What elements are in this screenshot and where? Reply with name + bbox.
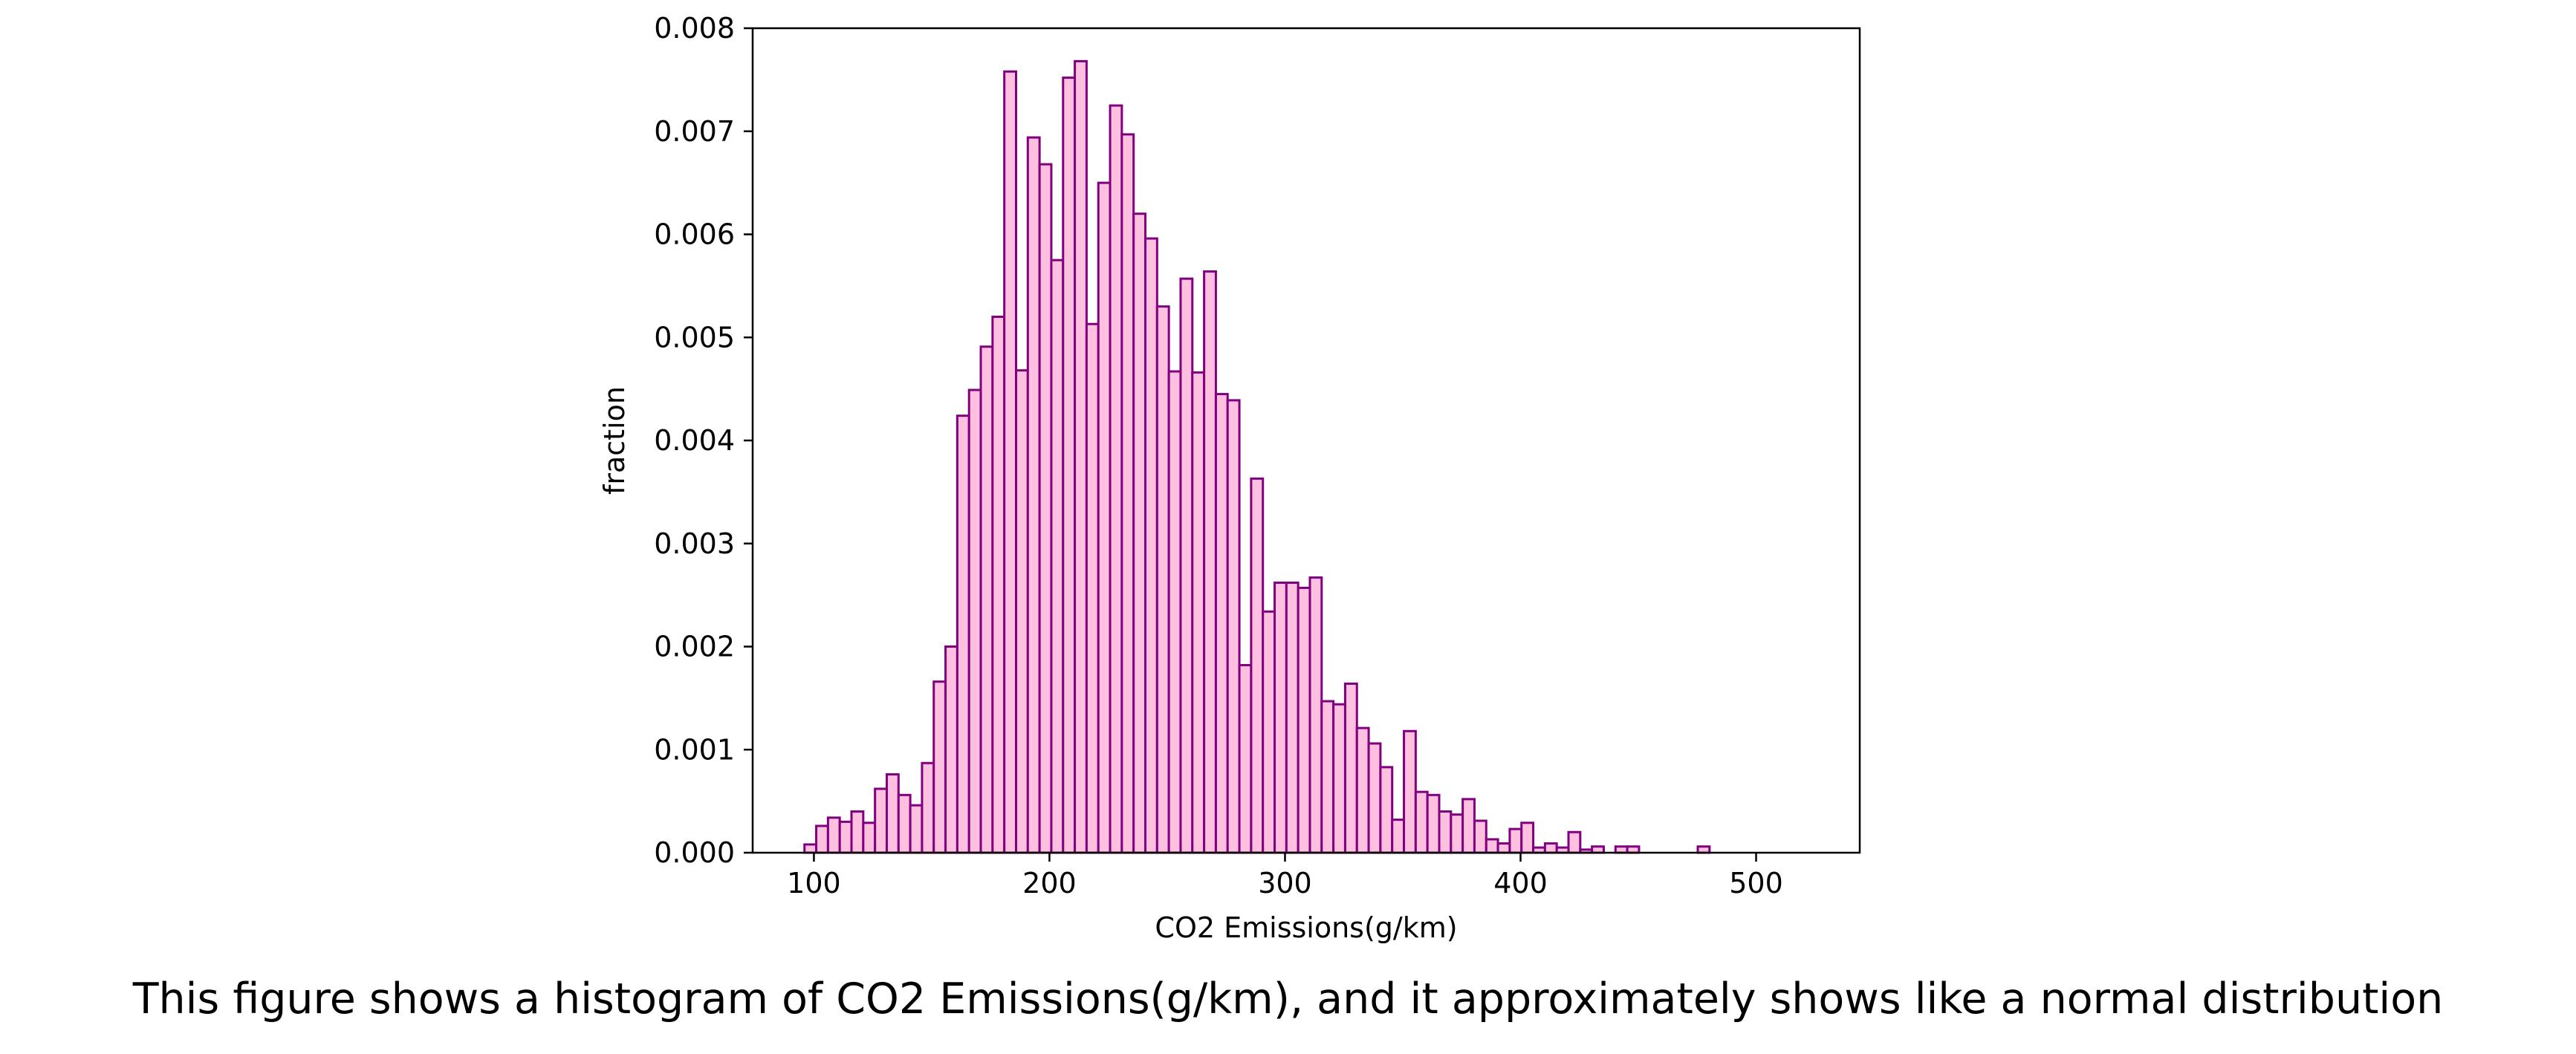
histogram-bar xyxy=(1120,133,1135,854)
histogram-bar xyxy=(944,645,958,854)
histogram-bar xyxy=(1179,277,1194,854)
histogram-bar xyxy=(1109,104,1123,854)
histogram-bar xyxy=(1274,581,1288,854)
histogram-bar xyxy=(1473,819,1487,854)
y-tick-label: 0.002 xyxy=(654,631,735,663)
histogram-bar xyxy=(1085,322,1100,854)
histogram-bar xyxy=(1485,838,1499,854)
histogram-bar xyxy=(897,793,912,854)
histogram-bar xyxy=(1262,610,1276,854)
histogram-bar xyxy=(1367,742,1382,854)
histogram-bar xyxy=(1238,663,1253,854)
histogram-bar xyxy=(1074,59,1088,854)
histogram-chart: 100 200 300 400 500 0.0000.0010.0020.0030.00… xyxy=(598,12,1861,944)
histogram-bar xyxy=(1285,581,1300,854)
y-tick-label: 0.004 xyxy=(654,424,735,457)
histogram-bar xyxy=(826,816,841,854)
x-tick-label: 200 xyxy=(1022,867,1077,900)
histogram-bar xyxy=(1520,822,1535,854)
x-axis-label: CO2 Emissions(g/km) xyxy=(1155,911,1457,944)
histogram-bar xyxy=(956,414,970,854)
histogram-bar xyxy=(1167,370,1182,854)
histogram-bar xyxy=(1508,827,1523,854)
histogram-bar xyxy=(1438,810,1453,854)
histogram-bar xyxy=(1543,842,1558,854)
x-axis-ticks: 100 200 300 400 500 xyxy=(787,853,1783,900)
x-tick-label: 300 xyxy=(1258,867,1312,900)
histogram-bar xyxy=(1014,369,1029,854)
histogram-bar xyxy=(979,345,994,854)
histogram-bar xyxy=(815,824,829,854)
histogram-bar xyxy=(885,773,900,854)
histogram-bar xyxy=(1308,576,1323,854)
x-tick-label: 100 xyxy=(787,867,841,900)
y-tick-label: 0.006 xyxy=(654,218,735,251)
histogram-bar xyxy=(967,388,982,854)
y-tick-label: 0.008 xyxy=(654,12,735,45)
y-tick-label: 0.003 xyxy=(654,527,735,560)
histogram-bar xyxy=(1343,682,1358,854)
histogram-bar xyxy=(1567,830,1582,854)
histogram-bar xyxy=(862,822,877,854)
histogram-bar xyxy=(1062,77,1077,854)
histogram-bar xyxy=(1320,700,1335,854)
histogram-bar xyxy=(1191,371,1206,854)
y-axis-label: fraction xyxy=(598,386,631,495)
histogram-bar xyxy=(921,761,935,854)
histogram-bar xyxy=(838,820,853,854)
y-axis-ticks: 0.000 0.001 0.002 0.003 0.004 0.005 0.006 0.007… xyxy=(654,12,753,869)
histogram-bar xyxy=(1450,813,1464,854)
histogram-bar xyxy=(1026,136,1041,854)
histogram-bars xyxy=(803,59,1711,854)
histogram-bar xyxy=(1097,181,1112,854)
histogram-bar xyxy=(1038,163,1053,854)
histogram-bar xyxy=(1050,258,1065,854)
histogram-bar xyxy=(1379,766,1394,854)
histogram-bar xyxy=(1414,790,1429,854)
histogram-bar xyxy=(1426,793,1441,854)
histogram-bar xyxy=(1132,212,1147,854)
histogram-bar xyxy=(1144,237,1158,854)
x-tick-label: 400 xyxy=(1493,867,1548,900)
histogram-bar xyxy=(850,810,865,854)
figure-caption: This figure shows a histogram of CO2 Emi… xyxy=(132,975,2444,1024)
y-tick-label: 0.007 xyxy=(654,115,735,148)
histogram-bar xyxy=(932,680,947,854)
histogram-bar xyxy=(874,787,888,854)
histogram-bar xyxy=(1155,305,1170,854)
histogram-bar xyxy=(1003,70,1017,854)
histogram-bar xyxy=(909,804,924,854)
histogram-bar xyxy=(1226,399,1241,854)
histogram-bar xyxy=(1461,798,1476,854)
histogram-bar xyxy=(1332,703,1346,854)
histogram-bar xyxy=(1496,842,1511,854)
histogram-bar xyxy=(1250,477,1265,854)
histogram-bar xyxy=(991,316,1006,854)
histogram-bar xyxy=(1355,726,1370,854)
histogram-bar xyxy=(1297,586,1311,854)
histogram-bar xyxy=(1214,393,1229,854)
y-tick-label: 0.005 xyxy=(654,321,735,354)
histogram-bar xyxy=(1403,729,1417,854)
histogram-bar xyxy=(1203,270,1217,854)
x-tick-label: 500 xyxy=(1729,867,1783,900)
y-tick-label: 0.001 xyxy=(654,733,735,766)
histogram-bar xyxy=(1391,819,1406,854)
histogram-bar xyxy=(803,843,818,854)
y-tick-label: 0.000 xyxy=(654,836,735,869)
